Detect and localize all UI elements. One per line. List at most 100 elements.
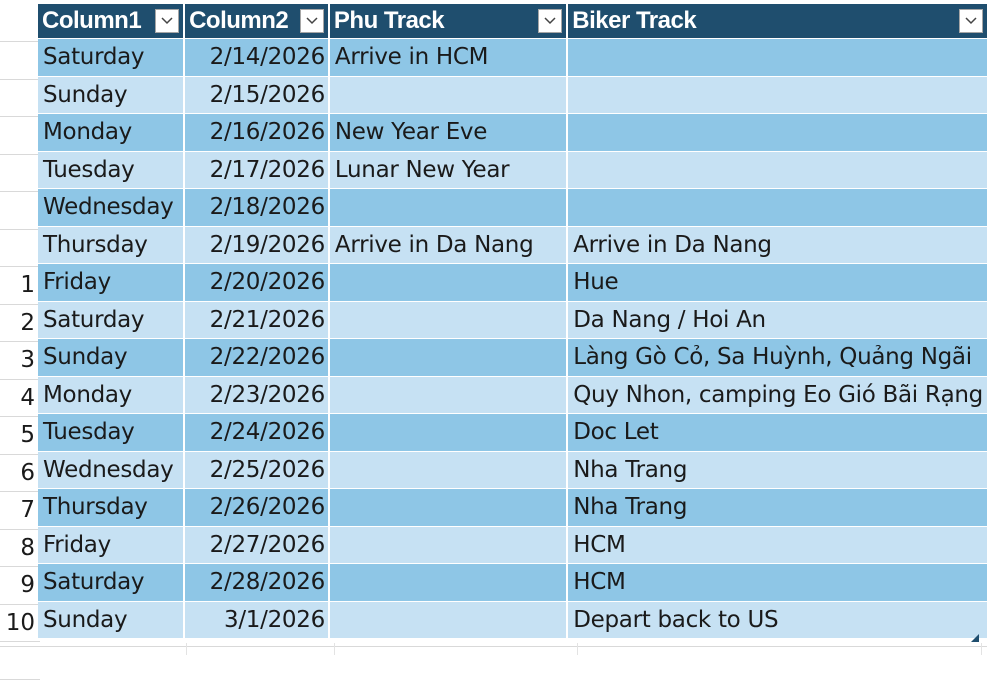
row-number [0, 192, 35, 230]
date-cell[interactable]: 2/25/2026 [185, 450, 330, 488]
date-cell[interactable]: 2/26/2026 [185, 488, 330, 526]
gridline [334, 643, 335, 655]
chevron-down-icon [965, 17, 977, 25]
biker-track-cell[interactable] [568, 150, 987, 188]
header-phu-track[interactable]: Phu Track [329, 4, 569, 38]
date-cell[interactable]: 2/16/2026 [185, 113, 330, 151]
date-cell[interactable]: 2/20/2026 [185, 263, 330, 301]
table-resize-handle[interactable] [971, 634, 979, 642]
date-cell[interactable]: 2/21/2026 [185, 300, 330, 338]
biker-track-cell[interactable]: Quy Nhon, camping Eo Gió Bãi Rạng [568, 375, 987, 413]
table-row: Saturday 2/21/2026 Da Nang / Hoi An [38, 300, 987, 338]
phu-track-cell[interactable]: New Year Eve [329, 113, 569, 151]
header-label: Phu Track [333, 7, 445, 34]
phu-track-cell[interactable] [329, 525, 569, 563]
day-cell[interactable]: Thursday [38, 225, 186, 263]
table-row: Friday 2/27/2026 HCM [38, 525, 987, 563]
phu-track-cell[interactable] [329, 75, 569, 113]
phu-track-cell[interactable] [329, 375, 569, 413]
day-cell[interactable]: Monday [38, 113, 186, 151]
filter-dropdown-button[interactable] [959, 9, 983, 33]
row-number: 2 [20, 309, 35, 336]
biker-track-cell[interactable] [568, 75, 987, 113]
phu-track-cell[interactable] [329, 338, 569, 376]
date-cell[interactable]: 3/1/2026 [185, 600, 330, 638]
biker-track-cell[interactable]: Doc Let [568, 413, 987, 451]
phu-track-cell[interactable] [329, 300, 569, 338]
header-column2[interactable]: Column2 [185, 4, 330, 38]
biker-track-cell[interactable]: Hue [568, 263, 987, 301]
table-row: Thursday 2/19/2026 Arrive in Da Nang Arrive… [38, 225, 987, 263]
date-cell[interactable]: 2/17/2026 [185, 150, 330, 188]
biker-track-cell[interactable] [568, 38, 987, 76]
biker-track-cell[interactable]: HCM [568, 525, 987, 563]
date-cell[interactable]: 2/19/2026 [185, 225, 330, 263]
gridline [0, 303, 40, 305]
biker-track-cell[interactable] [568, 113, 987, 151]
phu-track-cell[interactable] [329, 600, 569, 638]
day-cell[interactable]: Sunday [38, 75, 186, 113]
table-body: Saturday 2/14/2026 Arrive in HCM Sunday 2/15… [38, 38, 987, 638]
gridline [0, 453, 40, 455]
biker-track-cell[interactable] [568, 188, 987, 226]
header-biker-track[interactable]: Biker Track [568, 4, 987, 38]
table-row: Sunday 3/1/2026 Depart back to US [38, 600, 987, 638]
day-cell[interactable]: Saturday [38, 38, 186, 76]
phu-track-cell[interactable]: Arrive in Da Nang [329, 225, 569, 263]
day-cell[interactable]: Tuesday [38, 413, 186, 451]
gridline [0, 678, 40, 680]
phu-track-cell[interactable] [329, 413, 569, 451]
biker-track-cell[interactable]: Nha Trang [568, 488, 987, 526]
day-cell[interactable]: Thursday [38, 488, 186, 526]
phu-track-cell[interactable]: Lunar New Year [329, 150, 569, 188]
spreadsheet: 1 2 3 4 5 6 7 8 9 10 Column1 Column2 Phu Tr [0, 4, 987, 680]
day-cell[interactable]: Wednesday [38, 450, 186, 488]
day-cell[interactable]: Friday [38, 263, 186, 301]
phu-track-cell[interactable] [329, 263, 569, 301]
biker-track-cell[interactable]: Làng Gò Cỏ, Sa Huỳnh, Quảng Ngãi [568, 338, 987, 376]
filter-dropdown-button[interactable] [538, 9, 563, 33]
phu-track-cell[interactable] [329, 188, 569, 226]
day-cell[interactable]: Sunday [38, 338, 186, 376]
biker-track-cell[interactable]: Arrive in Da Nang [568, 225, 987, 263]
day-cell[interactable]: Friday [38, 525, 186, 563]
row-number: 1 [20, 272, 35, 298]
biker-track-cell[interactable]: HCM [568, 563, 987, 601]
chevron-down-icon [306, 17, 318, 25]
chevron-down-icon [544, 17, 556, 25]
date-cell[interactable]: 2/15/2026 [185, 75, 330, 113]
gridline [0, 416, 40, 417]
filter-dropdown-button[interactable] [299, 9, 324, 33]
biker-track-cell[interactable]: Depart back to US [568, 600, 987, 638]
gridline [186, 643, 187, 655]
day-cell[interactable]: Saturday [38, 563, 186, 601]
day-cell[interactable]: Tuesday [38, 150, 186, 188]
gridline [0, 191, 40, 192]
phu-track-cell[interactable] [329, 563, 569, 601]
header-column1[interactable]: Column1 [38, 4, 186, 38]
table-row: Friday 2/20/2026 Hue [38, 263, 987, 301]
biker-track-cell[interactable]: Nha Trang [568, 450, 987, 488]
phu-track-cell[interactable]: Arrive in HCM [329, 38, 569, 76]
gridline [0, 41, 40, 42]
gridline [0, 341, 40, 342]
date-cell[interactable]: 2/28/2026 [185, 563, 330, 601]
day-cell[interactable]: Sunday [38, 600, 186, 638]
itinerary-table: Column1 Column2 Phu Track [38, 4, 987, 638]
filter-dropdown-button[interactable] [155, 9, 180, 33]
date-cell[interactable]: 2/27/2026 [185, 525, 330, 563]
date-cell[interactable]: 2/14/2026 [185, 38, 330, 76]
date-cell[interactable]: 2/23/2026 [185, 375, 330, 413]
date-cell[interactable]: 2/18/2026 [185, 188, 330, 226]
day-cell[interactable]: Monday [38, 375, 186, 413]
phu-track-cell[interactable] [329, 450, 569, 488]
biker-track-cell[interactable]: Da Nang / Hoi An [568, 300, 987, 338]
header-label: Biker Track [572, 7, 697, 34]
day-cell[interactable]: Wednesday [38, 188, 186, 226]
phu-track-cell[interactable] [329, 488, 569, 526]
table-row: Monday 2/23/2026 Quy Nhon, camping Eo Gió … [38, 375, 987, 413]
day-cell[interactable]: Saturday [38, 300, 186, 338]
date-cell[interactable]: 2/24/2026 [185, 413, 330, 451]
gridline [577, 643, 578, 655]
date-cell[interactable]: 2/22/2026 [185, 338, 330, 376]
